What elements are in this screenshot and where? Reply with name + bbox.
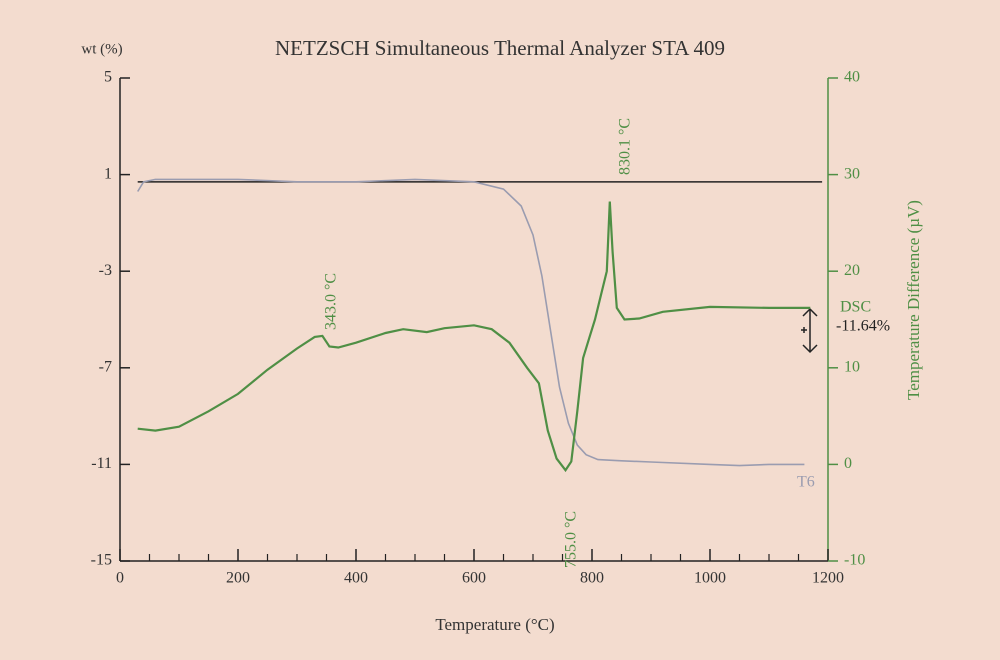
y2-tick-label: -10 [844, 552, 865, 569]
y2-tick-label: 0 [844, 455, 852, 472]
y2-tick-label: 30 [844, 165, 860, 182]
chart-title: NETZSCH Simultaneous Thermal Analyzer ST… [275, 36, 725, 60]
x-axis-label: Temperature (°C) [435, 615, 554, 634]
annotation: -11.64% [836, 318, 890, 335]
y2-tick-label: 20 [844, 262, 860, 279]
x-tick-label: 200 [226, 570, 250, 587]
y-tick-label: 1 [104, 165, 112, 182]
x-tick-label: 600 [462, 570, 486, 587]
y-tick-label: -3 [99, 262, 112, 279]
y-tick-label: -7 [99, 358, 112, 375]
series-label: DSC [840, 299, 871, 316]
x-tick-label: 0 [116, 570, 124, 587]
x-tick-label: 400 [344, 570, 368, 587]
x-tick-label: 1200 [812, 570, 844, 587]
y-tick-label: 5 [104, 69, 112, 86]
scale-arrow [801, 307, 818, 354]
annotation: 830.1 °C [617, 118, 634, 175]
y-tick-label: -11 [91, 455, 112, 472]
y2-axis-label: Temperature Difference (µV) [904, 200, 923, 400]
x-tick-label: 800 [580, 570, 604, 587]
y2-tick-label: 40 [844, 69, 860, 86]
series-label: T6 [797, 474, 815, 491]
y-tick-label: -15 [91, 552, 112, 569]
y2-tick-label: 10 [844, 358, 860, 375]
y-axis-label: wt (%) [81, 41, 122, 57]
series-line [137, 201, 811, 473]
x-tick-label: 1000 [694, 570, 726, 587]
series-line [137, 178, 805, 467]
annotation: 343.0 °C [323, 273, 340, 330]
annotation: 755.0 °C [563, 511, 580, 568]
